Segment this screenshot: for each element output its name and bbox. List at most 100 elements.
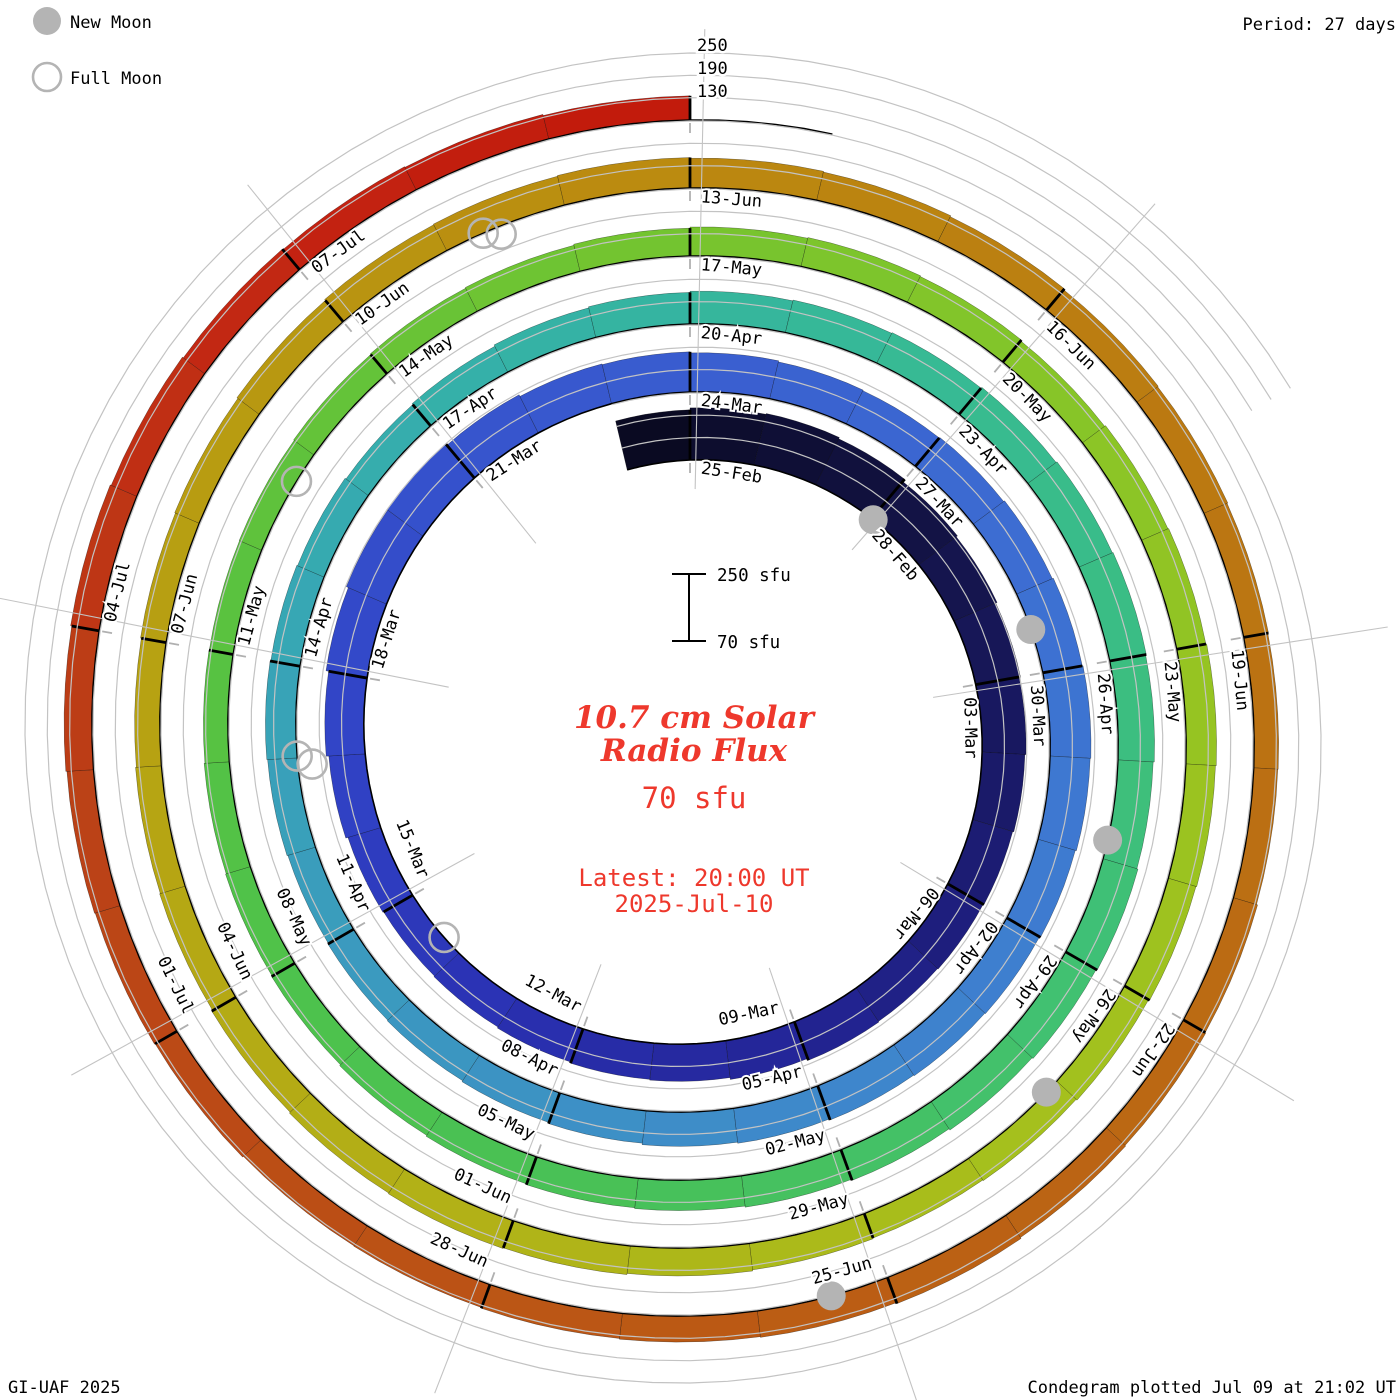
new-moon-marker bbox=[858, 505, 888, 535]
date-tick bbox=[1109, 653, 1147, 663]
minor-date-tick bbox=[302, 665, 314, 670]
minor-date-tick bbox=[513, 1208, 519, 1219]
day-flux-bar bbox=[1078, 552, 1147, 662]
date-tick bbox=[502, 1220, 515, 1249]
date-tick bbox=[328, 669, 368, 680]
date-tick bbox=[547, 1092, 562, 1125]
minor-date-tick bbox=[238, 989, 248, 997]
day-flux-bar bbox=[634, 1175, 746, 1211]
minor-date-tick bbox=[490, 1271, 496, 1283]
day-flux-bar bbox=[641, 1107, 738, 1147]
minor-date-tick bbox=[994, 910, 1005, 918]
day-flux-bar bbox=[353, 1225, 491, 1308]
minor-date-tick bbox=[536, 1144, 542, 1155]
minor-date-tick bbox=[388, 375, 397, 385]
minor-date-tick bbox=[789, 1009, 795, 1020]
date-label: 03-Mar bbox=[959, 697, 981, 759]
flux-gridline-190 bbox=[46, 74, 1300, 1362]
date-tick bbox=[480, 1284, 492, 1309]
angle-spoke bbox=[694, 29, 706, 490]
day-flux-bar bbox=[174, 398, 260, 524]
scale-bar bbox=[672, 573, 706, 642]
date-tick bbox=[947, 882, 985, 906]
latest-time-label: Latest: 20:00 UT bbox=[578, 864, 809, 892]
minor-date-tick bbox=[583, 1016, 589, 1027]
period-label: Period: 27 days bbox=[1242, 15, 1396, 35]
day-flux-bar bbox=[327, 928, 410, 1021]
angle-spoke bbox=[71, 853, 475, 1076]
minor-date-tick bbox=[559, 1080, 566, 1091]
date-tick bbox=[1064, 950, 1098, 972]
day-flux-bar bbox=[293, 354, 388, 456]
angle-spoke bbox=[768, 967, 917, 1400]
moon-legend: New Moon Full Moon bbox=[31, 7, 162, 93]
minor-date-tick bbox=[369, 677, 381, 682]
day-flux-bar bbox=[493, 307, 597, 373]
date-tick bbox=[1182, 1018, 1206, 1034]
radial-tick-label-130: 130 bbox=[697, 82, 728, 102]
credit-label: GI-UAF 2025 bbox=[8, 1378, 121, 1398]
date-tick bbox=[1045, 287, 1066, 312]
day-flux-bar bbox=[542, 95, 691, 140]
date-tick bbox=[154, 1029, 178, 1046]
full-moon-icon bbox=[31, 61, 63, 93]
new-moon-marker bbox=[1016, 615, 1046, 645]
minor-date-tick bbox=[1029, 672, 1040, 676]
day-flux-bar bbox=[557, 157, 691, 206]
date-tick bbox=[324, 299, 345, 323]
date-tick bbox=[1005, 916, 1042, 939]
date-tick bbox=[141, 636, 167, 645]
date-tick bbox=[862, 1213, 875, 1239]
date-tick bbox=[369, 353, 389, 375]
day-flux-bar bbox=[386, 999, 480, 1082]
date-tick bbox=[382, 893, 414, 914]
date-tick bbox=[957, 387, 983, 416]
day-flux-bar bbox=[328, 753, 381, 839]
day-flux-bar bbox=[404, 114, 550, 191]
day-flux-bar bbox=[1167, 763, 1216, 887]
day-flux-bar bbox=[785, 299, 893, 364]
day-flux-bar bbox=[464, 245, 581, 312]
day-flux-bar bbox=[265, 660, 301, 760]
minor-date-tick bbox=[1096, 660, 1107, 665]
minor-date-tick bbox=[882, 1264, 888, 1275]
date-label: 13-Jun bbox=[700, 187, 763, 212]
current-flux-value: 70 sfu bbox=[642, 781, 747, 815]
date-label: 26-Apr bbox=[1093, 673, 1118, 736]
day-flux-bar bbox=[110, 356, 206, 497]
minor-date-tick bbox=[835, 1137, 841, 1148]
date-tick bbox=[411, 403, 432, 427]
minor-date-tick bbox=[355, 921, 366, 929]
day-flux-bar bbox=[588, 292, 691, 338]
new-moon-icon bbox=[33, 7, 61, 35]
scale-bar-bottom-label: 70 sfu bbox=[717, 633, 780, 653]
minor-date-tick bbox=[475, 479, 484, 489]
date-tick bbox=[211, 995, 237, 1013]
angle-spoke bbox=[851, 203, 1156, 551]
date-tick bbox=[327, 927, 355, 946]
date-tick bbox=[816, 1085, 832, 1121]
angle-spoke bbox=[933, 626, 1388, 698]
full-moon-marker bbox=[296, 748, 328, 780]
day-flux-bar bbox=[267, 757, 316, 856]
minor-date-tick bbox=[1112, 978, 1123, 986]
date-tick bbox=[525, 1156, 538, 1186]
angle-spoke bbox=[247, 184, 537, 544]
radial-gridlines-layer bbox=[24, 52, 1322, 1384]
day-flux-bar bbox=[135, 765, 186, 894]
minor-date-tick bbox=[168, 642, 180, 646]
angle-spoke bbox=[434, 964, 602, 1394]
day-flux-bar bbox=[649, 1040, 731, 1082]
day-flux-bar bbox=[1203, 503, 1269, 638]
date-label: 17-May bbox=[700, 255, 763, 280]
chart-title-line1: 10.7 cm Solar bbox=[574, 700, 817, 736]
full-moon-marker bbox=[280, 465, 313, 498]
minor-date-tick bbox=[102, 630, 113, 634]
date-label: 30-Mar bbox=[1026, 685, 1049, 747]
spiral-baseline bbox=[91, 119, 1255, 1317]
day-flux-bar bbox=[769, 361, 864, 425]
flux-gridline-250 bbox=[24, 52, 1322, 1384]
date-tick bbox=[886, 1276, 899, 1305]
day-flux-bar bbox=[236, 300, 344, 415]
